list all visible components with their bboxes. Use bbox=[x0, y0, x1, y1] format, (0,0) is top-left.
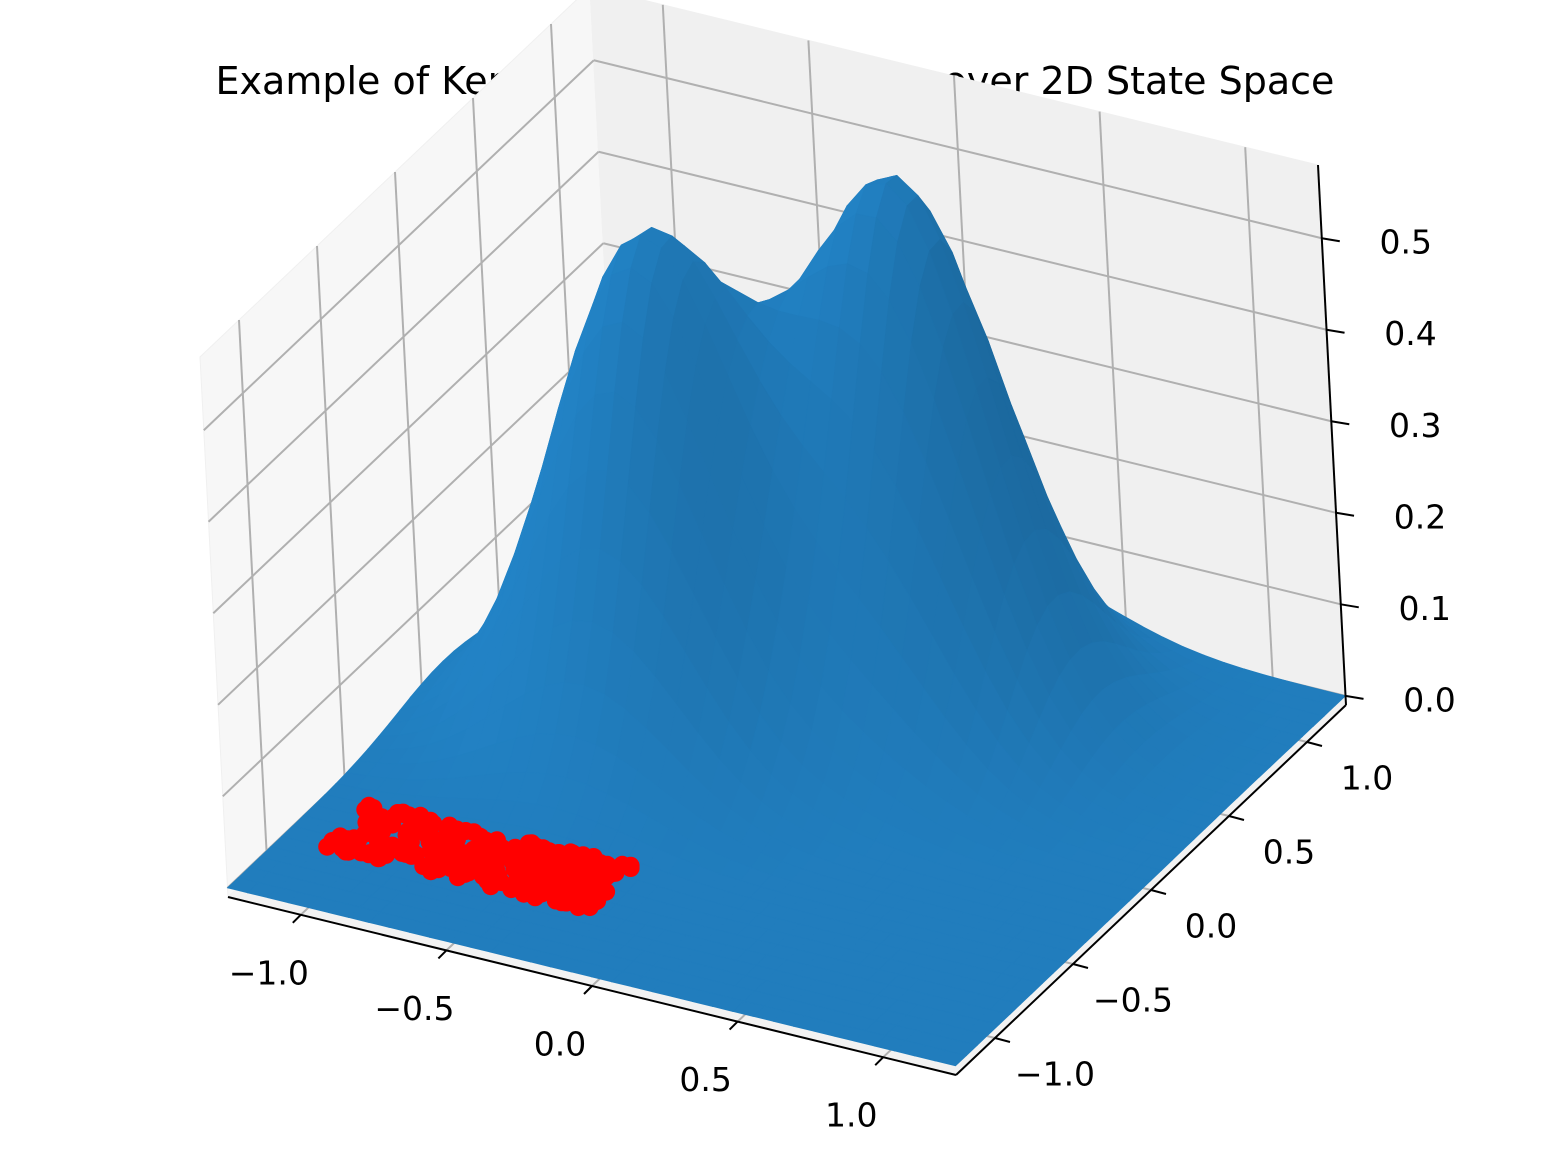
z-tick bbox=[1345, 694, 1364, 700]
sample-point bbox=[518, 869, 537, 887]
sample-point bbox=[604, 859, 623, 878]
z-tick-label: 0.2 bbox=[1394, 497, 1446, 536]
sample-point bbox=[552, 869, 571, 888]
grid-line-z-back bbox=[598, 150, 1327, 331]
grid-line-z-left bbox=[212, 242, 604, 614]
x-tick-label: 0.5 bbox=[679, 1060, 731, 1099]
z-tick-label: 0.4 bbox=[1384, 314, 1436, 353]
z-tick-label: 0.3 bbox=[1389, 406, 1441, 445]
y-tick-label: −0.5 bbox=[1093, 981, 1173, 1020]
x-tick bbox=[437, 949, 448, 960]
y-tick bbox=[994, 1037, 1011, 1043]
sample-points bbox=[318, 796, 640, 917]
sample-point bbox=[586, 892, 605, 911]
sample-point bbox=[359, 845, 378, 864]
y-tick-label: −1.0 bbox=[1015, 1055, 1095, 1094]
sample-point bbox=[427, 857, 445, 876]
grid-line-x-back bbox=[1244, 147, 1275, 688]
z-tick bbox=[1335, 511, 1355, 517]
x-tick-label: −0.5 bbox=[374, 989, 454, 1028]
z-tick-label: 0.5 bbox=[1380, 223, 1432, 262]
z-axis-line bbox=[1317, 164, 1347, 706]
sample-point bbox=[424, 814, 443, 833]
sample-point bbox=[550, 885, 569, 904]
z-tick-label: 0.1 bbox=[1399, 589, 1451, 628]
sample-point bbox=[459, 851, 478, 870]
sample-point bbox=[377, 845, 395, 864]
x-tick bbox=[728, 1020, 739, 1031]
z-tick bbox=[1321, 237, 1340, 243]
grid-line-z-left bbox=[203, 59, 595, 431]
y-tick-label: 1.0 bbox=[1341, 759, 1393, 798]
sample-point bbox=[397, 826, 416, 844]
grid-line-y-left bbox=[316, 245, 346, 787]
sample-point bbox=[564, 851, 583, 870]
y-tick bbox=[1228, 815, 1245, 821]
grid-line-z-left bbox=[207, 151, 600, 523]
sample-point bbox=[433, 830, 452, 849]
sample-point bbox=[496, 846, 515, 865]
sample-point bbox=[589, 872, 608, 891]
sample-point bbox=[338, 830, 357, 849]
sample-point bbox=[369, 832, 387, 851]
sample-point bbox=[474, 867, 492, 886]
y-tick bbox=[1072, 963, 1089, 969]
sample-point bbox=[537, 848, 556, 867]
z-tick bbox=[1340, 603, 1359, 609]
density-surface bbox=[226, 174, 1347, 1067]
sample-point bbox=[464, 823, 483, 842]
x-tick-label: −1.0 bbox=[229, 953, 309, 992]
sample-point bbox=[521, 840, 540, 858]
sample-point bbox=[406, 845, 425, 864]
x-tick-label: 1.0 bbox=[825, 1096, 877, 1135]
grid-line-y-left bbox=[472, 97, 502, 639]
grid-line-x-back bbox=[1098, 111, 1129, 652]
y-tick-label: 0.0 bbox=[1185, 907, 1237, 946]
sample-point bbox=[526, 888, 545, 907]
grid-line-y-left bbox=[238, 319, 268, 861]
surface-patch bbox=[934, 1050, 968, 1067]
x-tick-label: 0.0 bbox=[534, 1025, 586, 1064]
axis-ticks: −1.0 −0.5 0.0 0.5 1.0 −1.0 −0.5 0.0 0.5 1.0 0.0 0.1… bbox=[229, 223, 1456, 1135]
z-tick bbox=[1331, 420, 1350, 426]
grid-line-z-back bbox=[593, 59, 1323, 240]
grid-line-y-left bbox=[394, 171, 424, 713]
sample-point bbox=[356, 800, 375, 819]
x-tick bbox=[874, 1056, 884, 1066]
z-tick-label: 0.0 bbox=[1403, 680, 1455, 719]
sample-point bbox=[393, 843, 411, 862]
y-tick bbox=[1306, 741, 1323, 747]
y-tick-label: 0.5 bbox=[1263, 833, 1315, 872]
y-tick bbox=[1150, 889, 1167, 895]
sample-point bbox=[576, 865, 595, 884]
z-tick bbox=[1326, 328, 1345, 334]
x-tick bbox=[292, 914, 302, 924]
grid-line-z-left bbox=[217, 334, 609, 706]
x-tick bbox=[583, 985, 593, 995]
sample-point bbox=[394, 803, 412, 822]
